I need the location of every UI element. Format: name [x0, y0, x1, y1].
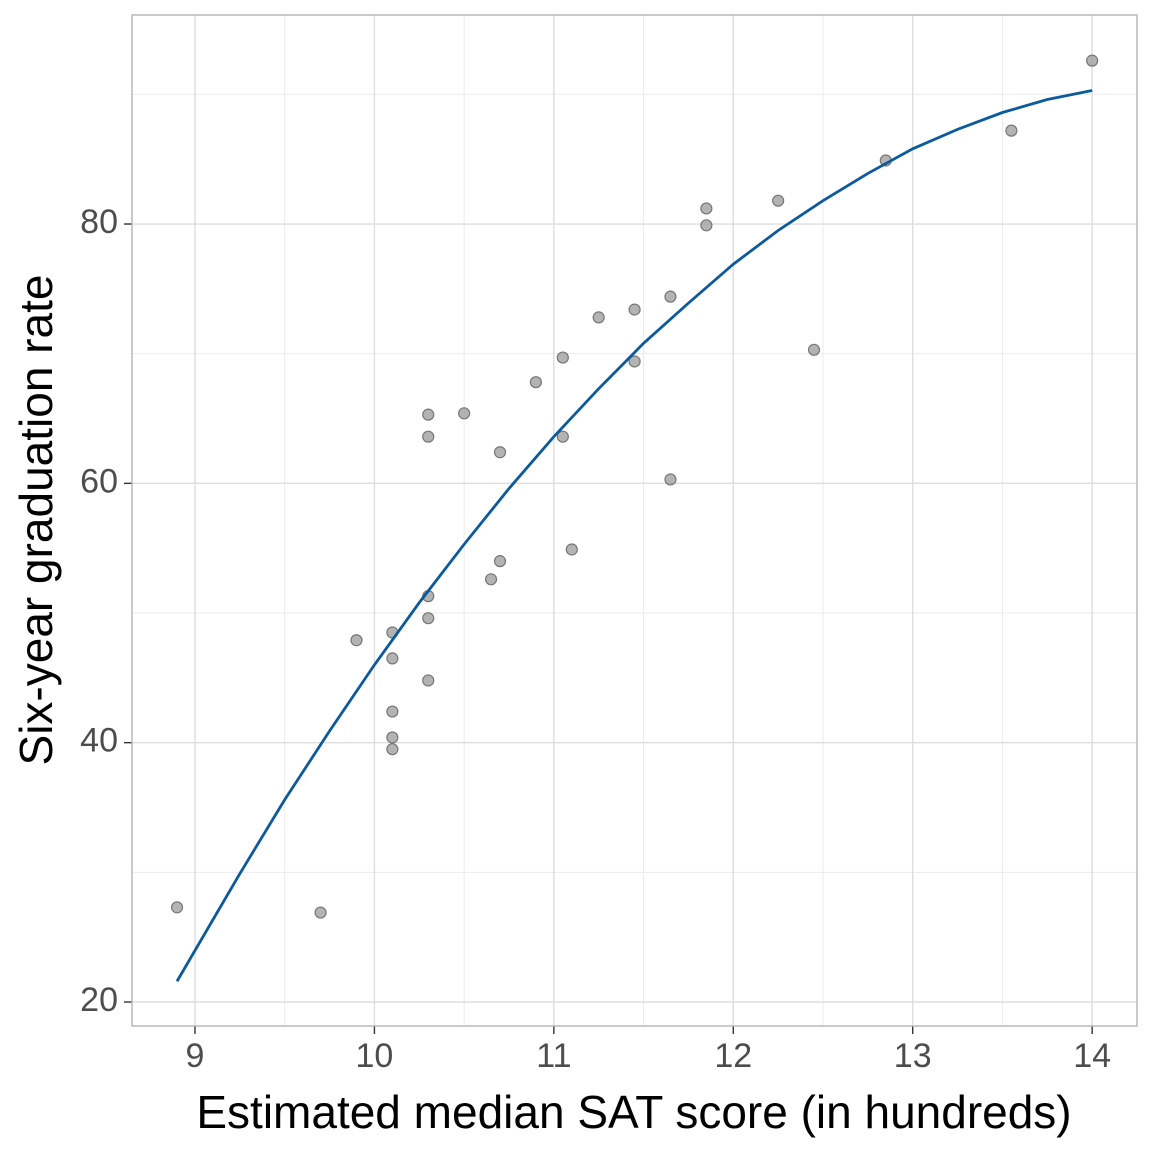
point — [1086, 54, 1099, 67]
point — [386, 743, 399, 756]
x-tick-label: 12 — [714, 1037, 752, 1075]
point — [493, 446, 507, 459]
point — [422, 674, 435, 687]
point — [386, 705, 399, 718]
point — [386, 731, 399, 744]
point — [422, 408, 435, 421]
point — [700, 202, 713, 215]
x-tick-label: 11 — [536, 1037, 571, 1075]
y-tick-label: 20 — [80, 981, 118, 1019]
point — [700, 219, 713, 232]
point — [565, 543, 578, 556]
point — [628, 355, 641, 368]
y-tick-label: 60 — [80, 462, 118, 500]
point — [314, 906, 327, 919]
point — [556, 351, 569, 364]
point — [592, 311, 605, 324]
point — [422, 612, 435, 625]
point — [422, 430, 435, 443]
x-tick-label: 9 — [186, 1037, 205, 1075]
point — [170, 901, 184, 914]
y-tick-label: 80 — [80, 203, 118, 241]
y-tick-label: 40 — [80, 722, 118, 760]
point — [529, 376, 543, 389]
x-tick-label: 14 — [1073, 1037, 1111, 1075]
point — [807, 343, 821, 356]
point — [458, 407, 471, 420]
y-axis-title: Six-year graduation rate — [10, 275, 62, 766]
point — [664, 473, 677, 486]
plot-border — [131, 14, 1138, 1027]
x-axis-title: Estimated median SAT score (in hundreds) — [196, 1086, 1071, 1138]
point — [1005, 124, 1018, 137]
point — [664, 290, 677, 303]
point — [386, 652, 399, 665]
x-tick-label: 13 — [894, 1037, 932, 1075]
point — [493, 555, 507, 568]
x-tick-label: 10 — [355, 1037, 393, 1075]
point — [556, 430, 569, 443]
point — [350, 634, 363, 647]
point — [484, 573, 498, 586]
point — [628, 303, 641, 316]
point — [772, 194, 785, 207]
fit-line — [175, 89, 1093, 982]
